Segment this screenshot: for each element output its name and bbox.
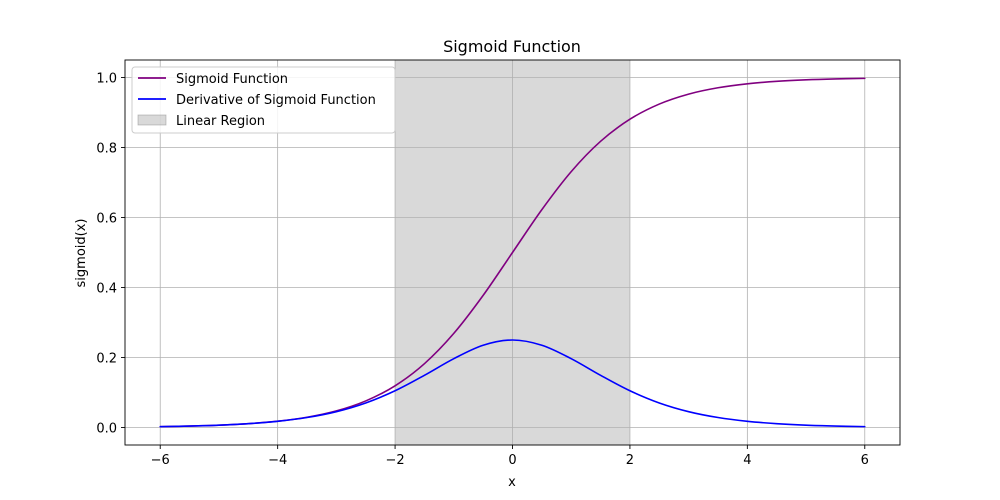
y-tick-label: 0.4 [96,282,117,297]
y-tick-label: 0.8 [96,142,117,157]
derivative-line [159,339,866,428]
legend-box [131,66,396,134]
x-axis-label: x [508,475,516,490]
x-tick-label: 4 [743,453,751,468]
y-tick-label: 0.6 [96,212,117,227]
chart-title: Sigmoid Function [443,37,581,56]
legend-label: Derivative of Sigmoid Function [176,93,376,108]
x-tick-label: 0 [508,453,516,468]
legend-label: Sigmoid Function [176,72,288,87]
x-tick-label: −6 [151,453,170,468]
x-tick-label: 6 [861,453,869,468]
plot-area: −6 −4 −2 0 2 4 6 0.0 0.2 0.4 0.6 0.8 1.0 [96,59,901,468]
x-tick-label: −2 [385,453,404,468]
legend-swatch-linear-region [137,114,167,126]
y-axis-label: sigmoid(x) [74,219,89,288]
legend: Sigmoid Function Derivative of Sigmoid Fu… [131,66,396,134]
y-tick-label: 0.0 [96,422,117,437]
y-tick-label: 0.2 [96,352,117,367]
x-tick-label: −4 [268,453,287,468]
x-tick-label: 2 [626,453,634,468]
y-tick-label: 1.0 [96,72,117,87]
legend-label: Linear Region [176,114,265,129]
